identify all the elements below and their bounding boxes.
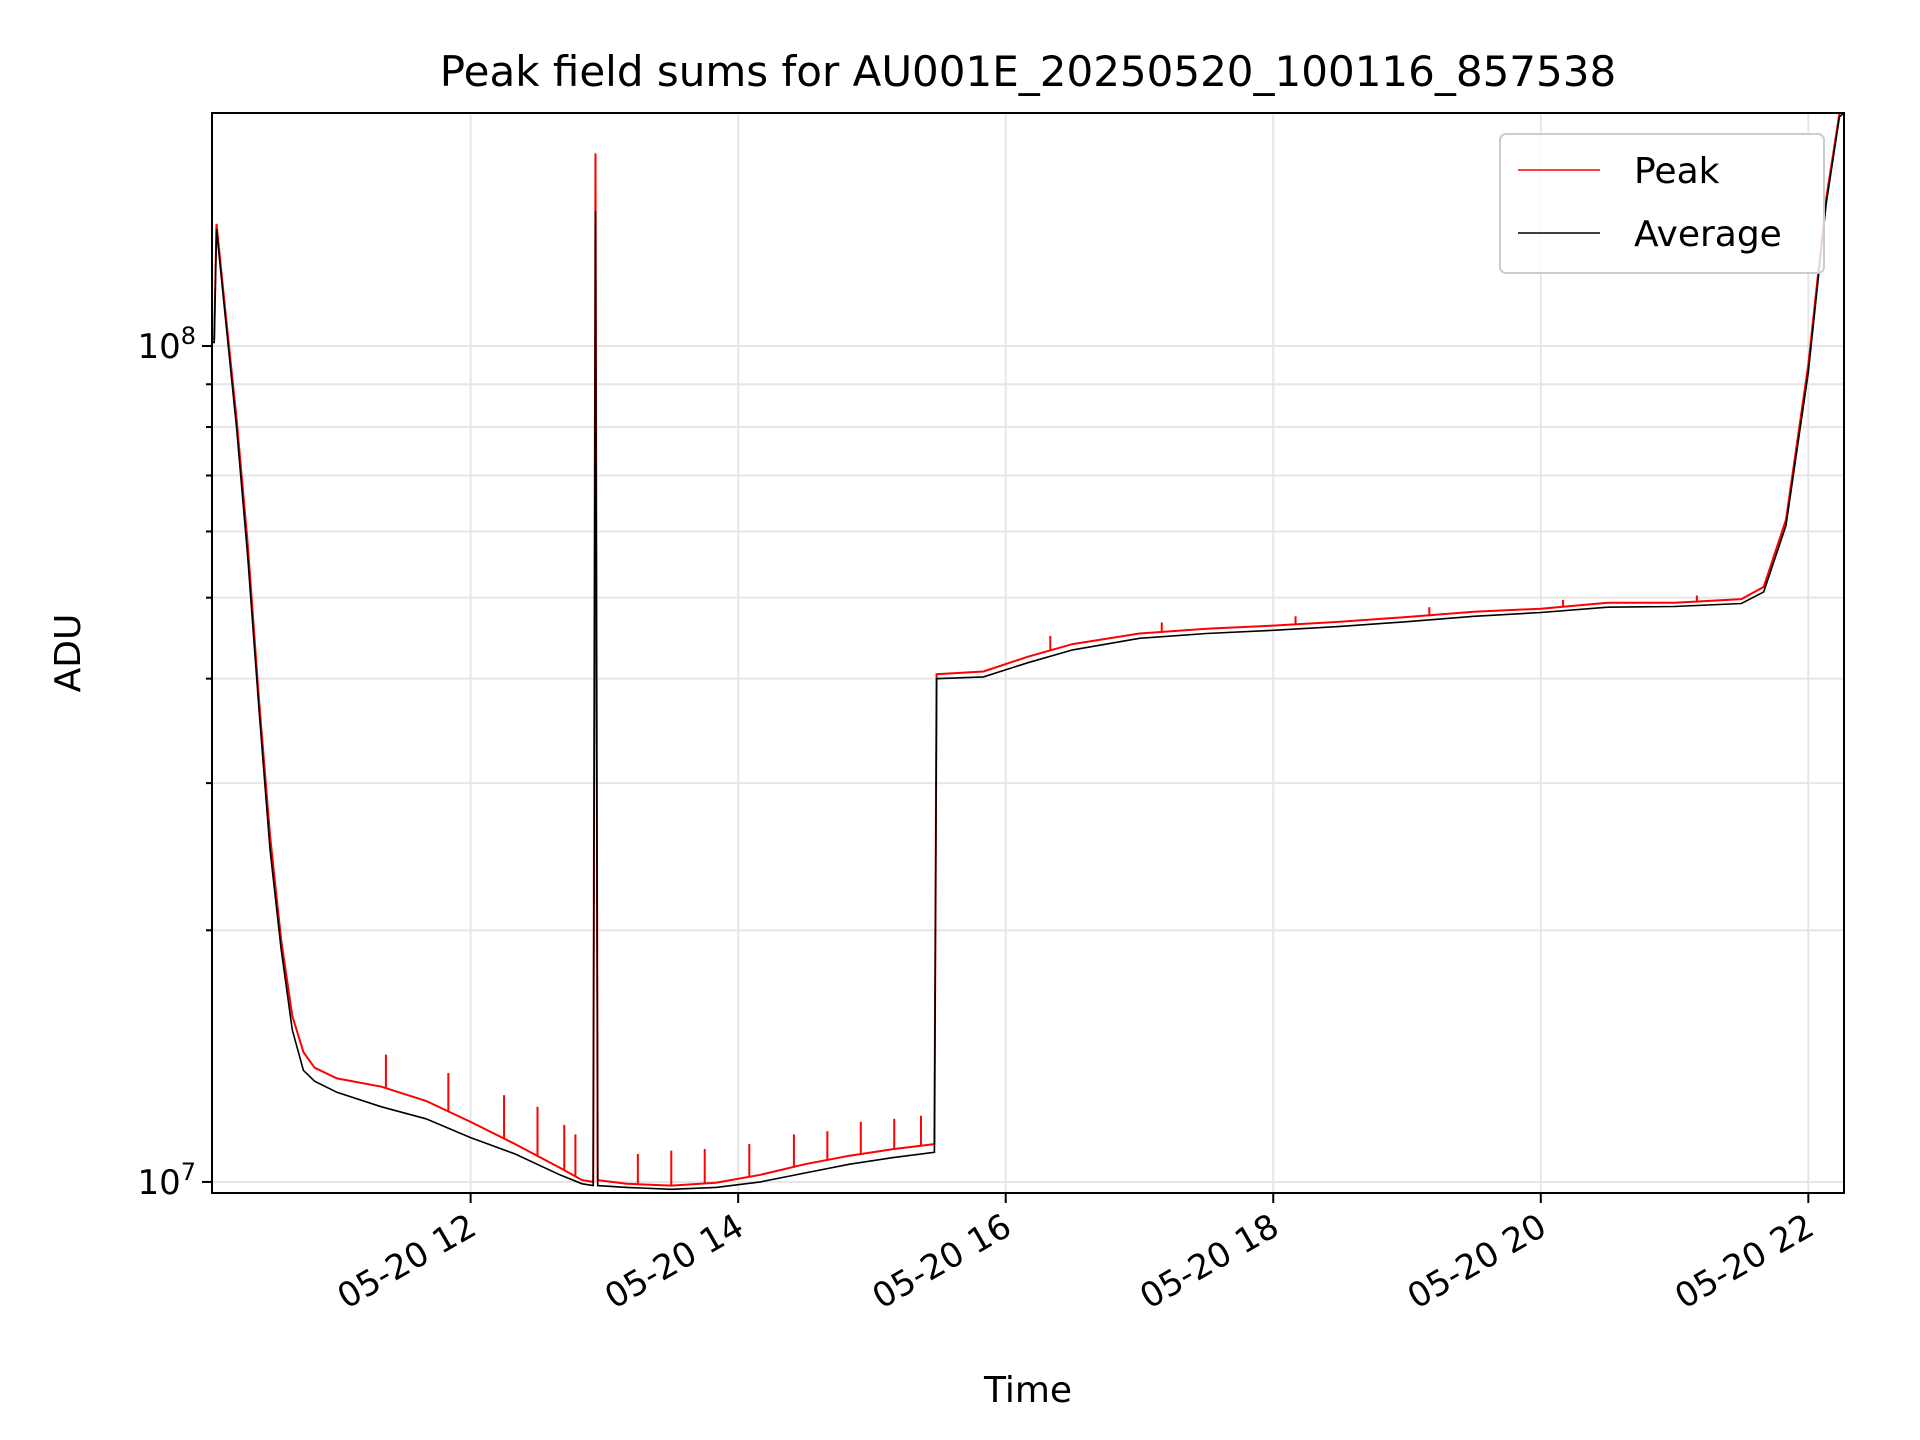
series-average-line [212,112,1845,1191]
series-peak-line [212,112,1844,1187]
chart-title: Peak field sums for AU001E_20250520_1001… [440,47,1616,96]
y-tick-label: 107 [137,1158,196,1203]
y-axis-label: ADU [48,614,89,693]
x-tick-label: 05-20 18 [1133,1206,1285,1317]
legend-peak-label: Peak [1634,151,1720,192]
grid [212,113,1844,1193]
y-tick-label-base: 10 [137,1163,180,1203]
y-tick-label-exponent: 7 [181,1158,196,1186]
legend-average-label: Average [1634,214,1782,255]
series-layer [212,112,1845,1191]
x-tick-label: 05-20 14 [598,1206,750,1317]
x-tick-label: 05-20 20 [1401,1206,1553,1317]
x-axis-label: Time [983,1370,1072,1411]
y-tick-label-base: 10 [137,327,180,367]
y-tick-label-exponent: 8 [181,322,196,350]
legend-box [1499,133,1825,274]
x-axis: 05-20 12 05-20 14 05-20 16 05-20 18 05-20 20… [331,1193,1821,1317]
legend: Peak Average [1499,133,1825,274]
plot-frame [211,112,1845,1194]
y-tick-label: 108 [137,322,196,367]
x-tick-label: 05-20 16 [866,1206,1018,1317]
x-tick-label: 05-20 12 [331,1206,483,1317]
x-tick-label: 05-20 22 [1668,1206,1820,1317]
